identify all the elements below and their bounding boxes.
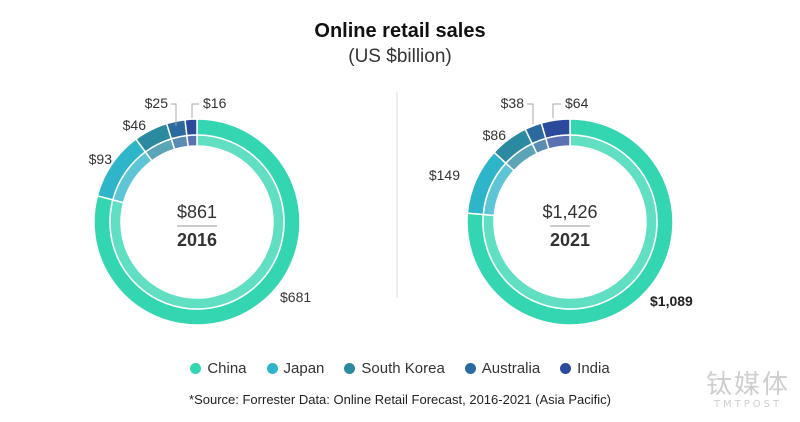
legend-swatch [190,363,202,374]
watermark-cn: 钛媒体 [705,370,790,400]
legend: China Japan South Korea Australia India [0,360,800,377]
legend-item-australia: Australia [464,360,541,377]
year-label-2021: 2021 [550,230,590,250]
value-label-2016-japan: $93 [89,151,113,167]
year-label-2016: 2016 [177,230,217,250]
value-label-2021-china: $1,089 [650,293,693,309]
value-label-2021-india: $64 [565,95,589,111]
legend-item-china: China [190,360,247,377]
legend-label: Japan [283,360,325,377]
legend-item-japan: Japan [266,360,325,377]
donut-2016-slice-india [184,118,198,137]
legend-item-south-korea: South Korea [344,360,445,377]
leader-line-2021-india [552,103,561,118]
legend-item-india: India [560,360,610,377]
chart-subtitle: (US $billion) [348,46,452,67]
donut-2021-inner-slice-india [544,134,571,150]
legend-swatch [344,363,356,374]
legend-label: Australia [481,360,541,377]
source-note: *Source: Forrester Data: Online Retail F… [189,392,611,407]
leader-line-2016-india [191,103,199,118]
legend-label: China [207,360,247,377]
value-label-2016-india: $16 [203,95,227,111]
legend-swatch [266,363,278,374]
legend-label: South Korea [361,360,445,377]
value-label-2021-australia: $38 [501,95,525,111]
total-label-2016: $861 [177,202,217,222]
watermark-en: TMTPOST [713,399,783,410]
value-label-2016-south-korea: $46 [123,117,147,133]
value-label-2016-china: $681 [280,289,311,305]
legend-label: India [577,360,610,377]
value-label-2021-south-korea: $86 [483,127,507,143]
legend-swatch [560,363,572,374]
leader-line-2021-australia [527,103,534,124]
total-label-2021: $1,426 [542,202,597,222]
legend-swatch [464,363,476,374]
watermark-logo: 钛媒体 TMTPOST [706,371,790,410]
chart-title: Online retail sales [314,20,486,42]
value-label-2016-australia: $25 [145,95,169,111]
leader-line-2016-australia [171,103,177,126]
value-label-2021-japan: $149 [429,167,460,183]
donut-2016-inner-slice-australia [170,134,189,151]
donut-2016-inner-slice-india [186,134,198,148]
